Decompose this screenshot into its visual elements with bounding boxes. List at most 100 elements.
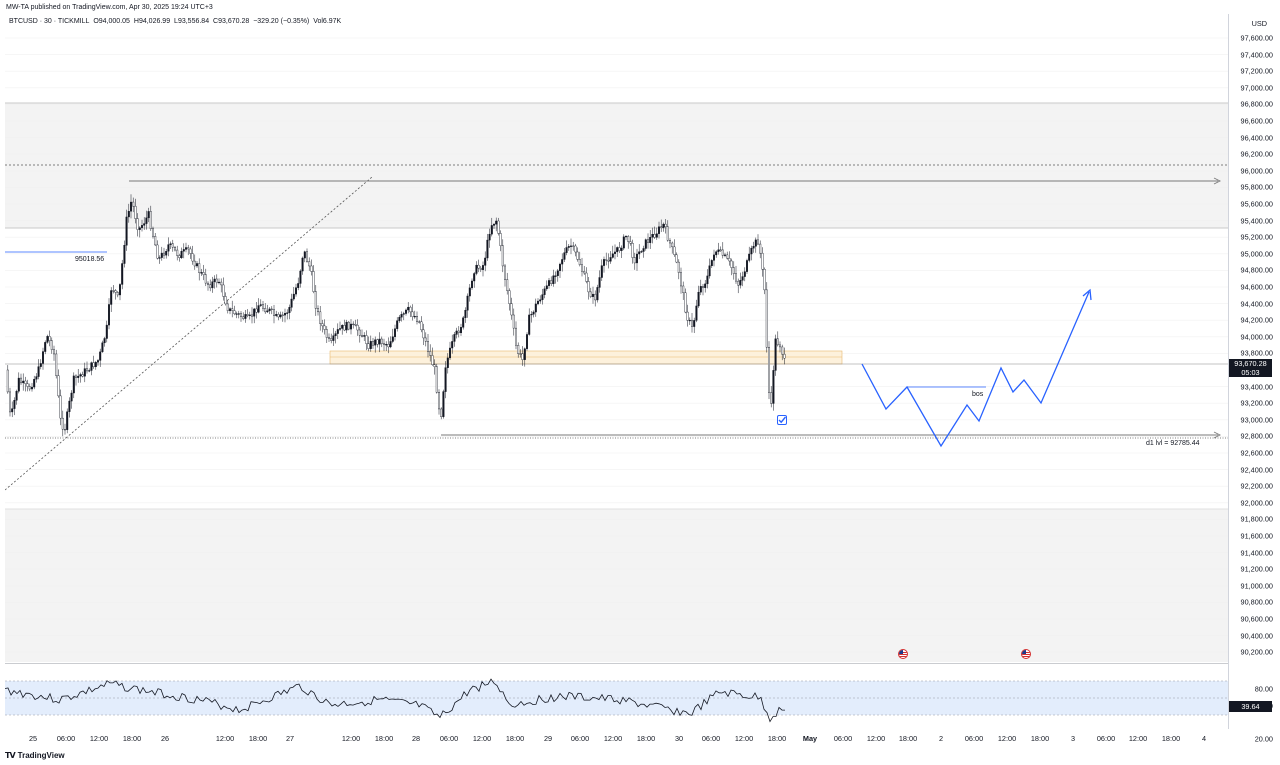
time-axis-label: 06:00: [570, 734, 590, 743]
bearish-candle: [387, 344, 390, 348]
bullish-candle: [530, 313, 533, 316]
bullish-candle: [609, 257, 612, 262]
time-axis-label: 18:00: [122, 734, 142, 743]
us-flag-icon[interactable]: [898, 649, 908, 659]
time-axis-label: 28: [411, 734, 421, 743]
bullish-candle: [620, 247, 623, 251]
legend-low: L93,556.84: [174, 18, 210, 25]
bearish-candle: [779, 344, 782, 348]
bearish-candle: [519, 353, 522, 355]
rsi-line[interactable]: [5, 678, 785, 723]
bearish-candle: [504, 265, 507, 280]
time-axis[interactable]: 25 06:00 12:00 18:00 26 12:00 18:00 27 12:00 18:0…: [5, 729, 1228, 747]
bullish-candle: [523, 348, 526, 360]
tradingview-footer[interactable]: 𝗧𝗩 TradingView: [5, 751, 65, 760]
demand-zone[interactable]: [329, 350, 843, 365]
bullish-candle: [110, 290, 113, 305]
bearish-candle: [20, 377, 23, 384]
bearish-candle: [239, 313, 242, 317]
time-axis-label: 06:00: [1096, 734, 1116, 743]
d1-level-label: d1 lvl = 92785.44: [1146, 440, 1200, 447]
bullish-candle: [717, 249, 720, 252]
bullish-candle: [378, 338, 381, 345]
bearish-candle: [204, 274, 207, 284]
bullish-candle: [15, 391, 18, 401]
bearish-candle: [457, 330, 460, 334]
bearish-candle: [202, 272, 205, 275]
bearish-candle: [664, 223, 667, 228]
bullish-candle: [253, 308, 256, 317]
bearish-candle: [499, 233, 502, 246]
price-axis-label: 92,800.00: [1240, 431, 1273, 441]
bearish-candle: [440, 408, 443, 417]
bearish-candle: [367, 343, 370, 349]
bearish-candle: [242, 316, 245, 319]
time-axis-label: 12:00: [341, 734, 361, 743]
checkbox-icon[interactable]: [777, 415, 787, 425]
time-axis-label: 18:00: [636, 734, 656, 743]
bearish-candle: [323, 325, 326, 330]
bearish-candle: [776, 338, 779, 346]
bearish-candle: [578, 259, 581, 265]
bullish-candle: [284, 313, 287, 316]
legend-change: −329.20 (−0.35%): [253, 18, 310, 25]
time-axis-label: 18:00: [898, 734, 918, 743]
price-chart-pane[interactable]: 95018.56 bos d1 lvl = 92785.44: [5, 14, 1228, 662]
price-axis-label: 92,000.00: [1240, 498, 1273, 508]
price-axis-label: 94,200.00: [1240, 315, 1273, 325]
time-axis-label: 06:00: [833, 734, 853, 743]
bearish-candle: [28, 386, 31, 390]
bullish-candle: [446, 357, 449, 368]
bearish-candle: [477, 264, 480, 269]
bullish-candle: [636, 253, 639, 264]
bearish-candle: [61, 417, 64, 430]
bearish-candle: [233, 310, 236, 315]
diagonal-trendline[interactable]: [5, 176, 373, 491]
currency-label[interactable]: USD: [1251, 19, 1267, 28]
bullish-candle: [345, 321, 348, 331]
bearish-candle: [310, 265, 313, 272]
bearish-candle: [422, 329, 425, 339]
bullish-candle: [396, 320, 399, 329]
bearish-candle: [521, 353, 524, 360]
projection-path[interactable]: [861, 291, 1090, 448]
bullish-candle: [145, 217, 148, 224]
rsi-pane[interactable]: [5, 663, 1228, 729]
bearish-candle: [365, 335, 368, 344]
price-axis-label: 93,400.00: [1240, 382, 1273, 392]
bearish-candle: [589, 291, 592, 297]
bullish-candle: [336, 329, 339, 334]
price-axis[interactable]: USD 97,600.00 97,400.00 97,200.00 97,000.00…: [1228, 14, 1280, 744]
bearish-candle: [761, 252, 764, 270]
bullish-candle: [567, 246, 570, 248]
bullish-candle: [341, 325, 344, 329]
time-axis-label: 18:00: [248, 734, 268, 743]
bearish-candle: [356, 324, 359, 331]
bullish-candle: [398, 316, 401, 321]
bearish-candle: [55, 353, 58, 376]
bullish-candle: [556, 270, 559, 276]
bearish-candle: [246, 314, 249, 316]
bearish-candle: [572, 245, 575, 247]
bearish-candle: [325, 329, 328, 338]
time-axis-label: 4: [1201, 734, 1207, 743]
bullish-candle: [400, 314, 403, 318]
bullish-candle: [693, 320, 696, 327]
price-axis-label: 97,000.00: [1240, 83, 1273, 93]
bearish-candle: [730, 260, 733, 268]
bullish-candle: [374, 339, 377, 346]
price-grid: [5, 37, 1228, 653]
symbol-legend[interactable]: BTCUSD · 30 · TICKMILL O94,000.05 H94,02…: [9, 18, 343, 25]
bearish-candle: [669, 240, 672, 244]
bullish-candle: [266, 310, 269, 313]
us-flag-icon[interactable]: [1021, 649, 1031, 659]
bullish-candle: [488, 233, 491, 241]
candlestick-series[interactable]: [6, 194, 786, 437]
bullish-candle: [561, 259, 564, 265]
publisher-header: MW-TA published on TradingView.com, Apr …: [6, 4, 213, 11]
bearish-candle: [726, 254, 729, 259]
projection-arrowhead: [1082, 288, 1092, 301]
bullish-candle: [475, 264, 478, 274]
bullish-candle: [195, 263, 198, 267]
legend-symbol[interactable]: BTCUSD · 30 · TICKMILL: [9, 18, 90, 25]
